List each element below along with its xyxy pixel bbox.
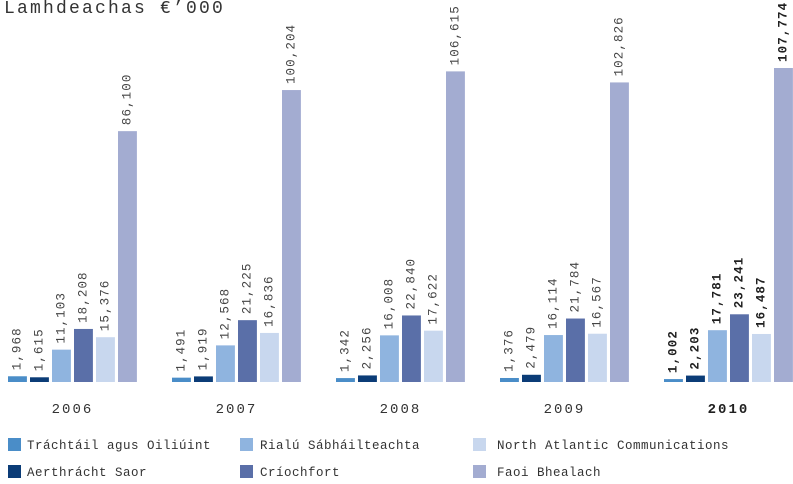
value-label-2007-faoi-bhealach: 100,204 (284, 24, 298, 84)
bar-group-2010: 1,002 2,203 17,781 23,241 16,487 107,774 (664, 2, 793, 382)
x-tick-label-2007: 2007 (216, 402, 258, 418)
bar-group-2006: 1,968 1,615 11,103 18,208 15,376 86,100 (8, 74, 137, 382)
value-label-2008-aerthracht-saor: 2,256 (360, 326, 374, 369)
bar-2008-faoi-bhealach (446, 71, 465, 382)
bar-2008-aerthracht-saor (358, 375, 377, 382)
legend-label: Tráchtáil agus Oiliúint (27, 439, 211, 453)
bar-2009-criochfort (566, 318, 585, 382)
bar-2010-criochfort (730, 314, 749, 382)
bar-2009-rialu-sabhailteachta (544, 335, 563, 382)
bar-2006-faoi-bhealach (118, 131, 137, 382)
value-label-2009-trachtail-agus-oiliuint: 1,376 (502, 329, 516, 372)
bar-2008-rialu-sabhailteachta (380, 335, 399, 382)
bar-2006-criochfort (74, 328, 93, 382)
legend-label: North Atlantic Communications (497, 439, 729, 453)
legend-swatch (473, 465, 486, 478)
value-label-2008-criochfort: 22,840 (404, 258, 418, 310)
value-label-2007-north-atlantic-communications: 16,836 (262, 275, 276, 327)
value-label-2007-aerthracht-saor: 1,919 (196, 327, 210, 370)
value-label-2009-aerthracht-saor: 2,479 (524, 326, 538, 369)
legend-swatch (240, 438, 253, 451)
value-label-2006-rialu-sabhailteachta: 11,103 (54, 292, 68, 344)
bar-2006-aerthracht-saor (30, 377, 49, 382)
x-tick-label-2006: 2006 (52, 402, 94, 418)
value-label-2008-faoi-bhealach: 106,615 (448, 5, 462, 65)
bar-2007-trachtail-agus-oiliuint (172, 377, 191, 382)
legend-swatch (240, 465, 253, 478)
value-label-2009-criochfort: 21,784 (568, 261, 582, 313)
legend-swatch (8, 438, 21, 451)
legend-item-north-atlantic-communications: North Atlantic Communications (473, 438, 729, 453)
bar-2009-trachtail-agus-oiliuint (500, 377, 519, 382)
legend-swatch (473, 438, 486, 451)
x-tick-label-2008: 2008 (380, 402, 422, 418)
bar-2010-trachtail-agus-oiliuint (664, 379, 683, 382)
bar-2007-aerthracht-saor (194, 376, 213, 382)
x-tick-label-2010: 2010 (708, 402, 750, 418)
legend-swatch (8, 465, 21, 478)
legend-item-rialu-sabhailteachta: Rialú Sábháilteachta (240, 438, 420, 453)
value-label-2009-rialu-sabhailteachta: 16,114 (546, 277, 560, 329)
bar-2008-north-atlantic-communications (424, 330, 443, 382)
value-label-2008-north-atlantic-communications: 17,622 (426, 273, 440, 325)
legend-label: Faoi Bhealach (497, 466, 601, 480)
value-label-2008-rialu-sabhailteachta: 16,008 (382, 278, 396, 330)
value-label-2006-aerthracht-saor: 1,615 (32, 328, 46, 371)
bar-group-2007: 1,491 1,919 12,568 21,225 16,836 100,204 (172, 24, 301, 382)
legend-item-criochfort: Críochfort (240, 465, 340, 480)
value-label-2006-faoi-bhealach: 86,100 (120, 74, 134, 126)
legend-label: Rialú Sábháilteachta (260, 439, 420, 453)
bar-group-2008: 1,342 2,256 16,008 22,840 17,622 106,615 (336, 5, 465, 382)
legend: Tráchtáil agus Oiliúint Aerthrácht Saor … (8, 438, 729, 480)
value-label-2007-rialu-sabhailteachta: 12,568 (218, 288, 232, 340)
legend-item-faoi-bhealach: Faoi Bhealach (473, 465, 601, 480)
chart-title: Lamhdeachas €’000 (4, 0, 225, 19)
value-label-2010-aerthracht-saor: 2,203 (688, 327, 702, 370)
bar-2010-rialu-sabhailteachta (708, 330, 727, 382)
legend-item-trachtail-agus-oiliuint: Tráchtáil agus Oiliúint (8, 438, 211, 453)
bar-2007-rialu-sabhailteachta (216, 345, 235, 382)
value-label-2010-trachtail-agus-oiliuint: 1,002 (666, 330, 680, 373)
x-tick-label-2009: 2009 (544, 402, 586, 418)
bar-2006-trachtail-agus-oiliuint (8, 376, 27, 382)
bar-2007-north-atlantic-communications (260, 332, 279, 382)
bar-2007-faoi-bhealach (282, 90, 301, 382)
bar-2009-aerthracht-saor (522, 374, 541, 382)
bar-2010-north-atlantic-communications (752, 333, 771, 382)
bar-2007-criochfort (238, 320, 257, 382)
value-label-2009-faoi-bhealach: 102,826 (612, 16, 626, 76)
legend-label: Aerthrácht Saor (27, 466, 147, 480)
bar-2006-north-atlantic-communications (96, 337, 115, 382)
bar-2009-north-atlantic-communications (588, 333, 607, 382)
legend-item-aerthracht-saor: Aerthrácht Saor (8, 465, 147, 480)
bar-2008-criochfort (402, 315, 421, 382)
value-label-2007-criochfort: 21,225 (240, 263, 254, 315)
bar-group-2009: 1,376 2,479 16,114 21,784 16,567 102,826 (500, 16, 629, 383)
value-label-2007-trachtail-agus-oiliuint: 1,491 (174, 329, 188, 372)
value-label-2010-north-atlantic-communications: 16,487 (754, 276, 768, 328)
value-label-2009-north-atlantic-communications: 16,567 (590, 276, 604, 328)
value-label-2010-faoi-bhealach: 107,774 (776, 2, 790, 62)
bar-2010-faoi-bhealach (774, 68, 793, 382)
value-label-2006-trachtail-agus-oiliuint: 1,968 (10, 327, 24, 370)
bar-2008-trachtail-agus-oiliuint (336, 378, 355, 382)
bar-2010-aerthracht-saor (686, 375, 705, 382)
value-label-2008-trachtail-agus-oiliuint: 1,342 (338, 329, 352, 372)
value-label-2010-criochfort: 23,241 (732, 257, 746, 309)
value-label-2010-rialu-sabhailteachta: 17,781 (710, 273, 724, 325)
value-label-2006-criochfort: 18,208 (76, 271, 90, 323)
value-label-2006-north-atlantic-communications: 15,376 (98, 280, 112, 332)
bar-2006-rialu-sabhailteachta (52, 349, 71, 382)
legend-label: Críochfort (260, 466, 340, 480)
x-axis-labels: 2006 2007 2008 2009 2010 (52, 402, 750, 418)
bar-2009-faoi-bhealach (610, 82, 629, 383)
